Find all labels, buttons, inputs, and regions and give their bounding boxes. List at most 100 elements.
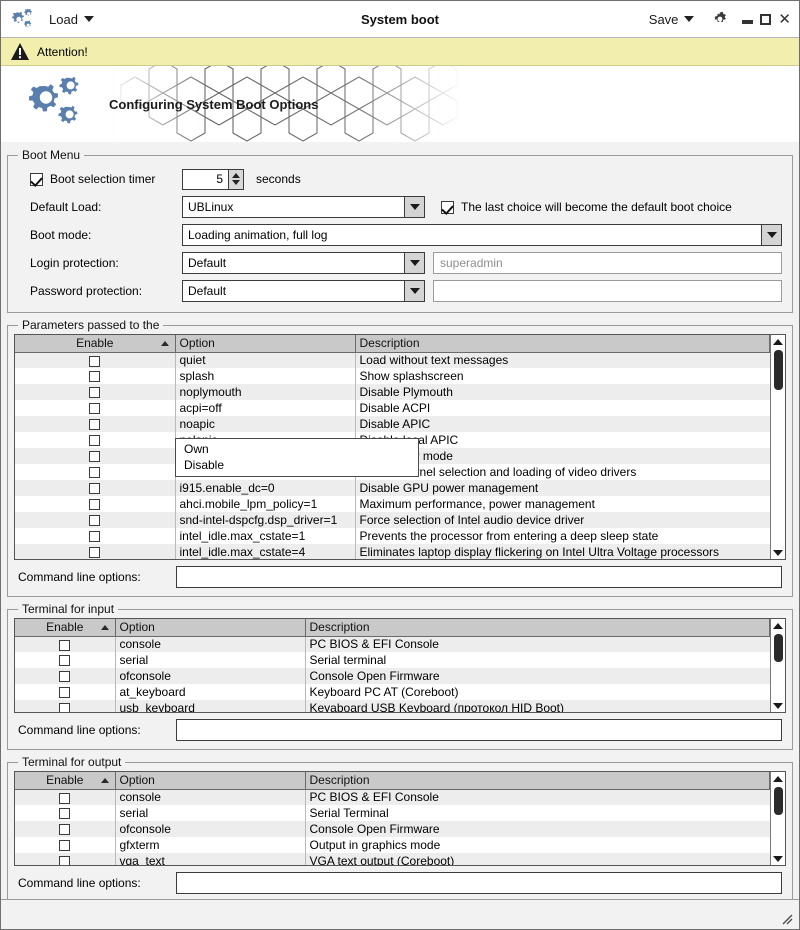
terminal-input-command-line-input[interactable] xyxy=(176,719,782,741)
scroll-down-button[interactable] xyxy=(770,852,785,865)
load-menu-button[interactable]: Load xyxy=(41,9,102,30)
checkbox-icon[interactable] xyxy=(89,387,101,399)
scrollbar-thumb[interactable] xyxy=(773,350,783,390)
checkbox-icon[interactable] xyxy=(441,200,454,214)
password-protection-select[interactable]: Default xyxy=(182,280,425,302)
scroll-down-button[interactable] xyxy=(770,546,785,559)
resize-grip-icon[interactable] xyxy=(780,912,794,926)
table-row[interactable]: ofconsole Console Open Firmware xyxy=(15,821,770,837)
enable-cell[interactable] xyxy=(15,544,176,559)
enable-cell[interactable] xyxy=(15,352,176,368)
table-row[interactable]: splash Show splashscreen xyxy=(15,368,770,384)
checkbox-icon[interactable] xyxy=(89,499,101,511)
column-header-enable[interactable]: Enable xyxy=(15,335,176,353)
table-row[interactable]: console PC BIOS & EFI Console xyxy=(15,789,770,805)
table-row[interactable]: vga_text VGA text output (Coreboot) xyxy=(15,853,770,865)
maximize-icon[interactable] xyxy=(760,13,772,25)
checkbox-icon[interactable] xyxy=(59,655,71,667)
enable-cell[interactable] xyxy=(15,837,116,853)
enable-cell[interactable] xyxy=(15,528,176,544)
table-row[interactable]: quiet Load without text messages xyxy=(15,352,770,368)
stepper-buttons[interactable] xyxy=(228,168,244,190)
enable-cell[interactable] xyxy=(15,384,176,400)
table-row[interactable]: ofconsole Console Open Firmware xyxy=(15,668,770,684)
table-row[interactable]: serial Serial Terminal xyxy=(15,805,770,821)
column-header-description[interactable]: Description xyxy=(305,772,770,790)
enable-cell[interactable] xyxy=(15,480,176,496)
enable-cell[interactable] xyxy=(15,668,116,684)
scroll-up-button[interactable] xyxy=(770,619,785,632)
checkbox-icon[interactable] xyxy=(89,515,101,527)
checkbox-icon[interactable] xyxy=(59,671,71,683)
scroll-down-button[interactable] xyxy=(770,699,785,712)
enable-cell[interactable] xyxy=(15,400,176,416)
checkbox-icon[interactable] xyxy=(89,419,101,431)
timer-input[interactable] xyxy=(182,168,228,190)
table-row[interactable]: noplymouth Disable Plymouth xyxy=(15,384,770,400)
enable-cell[interactable] xyxy=(15,684,116,700)
column-header-description[interactable]: Description xyxy=(305,619,770,637)
table-row[interactable]: snd-intel-dspcfg.dsp_driver=1 Force selec… xyxy=(15,512,770,528)
column-header-enable[interactable]: Enable xyxy=(15,619,116,637)
enable-cell[interactable] xyxy=(15,652,116,668)
chevron-down-icon[interactable] xyxy=(404,281,424,301)
table-row[interactable]: console PC BIOS & EFI Console xyxy=(15,636,770,652)
enable-cell[interactable] xyxy=(15,805,116,821)
checkbox-icon[interactable] xyxy=(89,355,101,367)
default-load-select[interactable]: UBLinux xyxy=(182,196,425,218)
enable-cell[interactable] xyxy=(15,464,176,480)
gear-icon[interactable] xyxy=(712,11,728,27)
table-row[interactable]: at_keyboard Keyboard PC AT (Coreboot) xyxy=(15,684,770,700)
checkbox-icon[interactable] xyxy=(59,687,71,699)
login-protection-select[interactable]: Default xyxy=(182,252,425,274)
checkbox-icon[interactable] xyxy=(59,703,71,712)
close-icon[interactable]: ✕ xyxy=(778,10,791,28)
checkbox-icon[interactable] xyxy=(89,531,101,543)
table-row[interactable]: usb_keyboard Keyaboard USB Keyboard (прот… xyxy=(15,700,770,712)
terminal-input-table-scrollbar[interactable] xyxy=(770,619,785,712)
scrollbar-thumb[interactable] xyxy=(773,787,783,815)
enable-cell[interactable] xyxy=(15,368,176,384)
dropdown-option[interactable]: Own xyxy=(184,442,209,456)
table-row[interactable]: intel_idle.max_cstate=4 Eliminates laptop… xyxy=(15,544,770,559)
enable-cell[interactable] xyxy=(15,448,176,464)
enable-cell[interactable] xyxy=(15,432,176,448)
chevron-down-icon[interactable] xyxy=(232,180,240,185)
checkbox-icon[interactable] xyxy=(89,403,101,415)
checkbox-icon[interactable] xyxy=(59,856,71,865)
login-protection-field[interactable]: superadmin xyxy=(433,252,782,274)
table-row[interactable]: gfxterm Output in graphics mode xyxy=(15,837,770,853)
scrollbar-track[interactable] xyxy=(771,632,786,699)
checkbox-icon[interactable] xyxy=(89,547,101,559)
checkbox-icon[interactable] xyxy=(89,467,101,479)
column-header-option[interactable]: Option xyxy=(175,335,356,353)
scroll-up-button[interactable] xyxy=(770,335,785,348)
table-row[interactable]: i915.enable_dc=0 Disable GPU power manage… xyxy=(15,480,770,496)
checkbox-icon[interactable] xyxy=(89,483,101,495)
checkbox-icon[interactable] xyxy=(59,808,71,820)
chevron-down-icon[interactable] xyxy=(404,197,424,217)
column-header-description[interactable]: Description xyxy=(355,335,770,353)
table-row[interactable]: noapic Disable APIC xyxy=(15,416,770,432)
chevron-up-icon[interactable] xyxy=(232,173,240,178)
column-header-enable[interactable]: Enable xyxy=(15,772,116,790)
scrollbar-track[interactable] xyxy=(771,785,786,852)
password-protection-field[interactable] xyxy=(433,280,782,302)
table-row[interactable]: intel_idle.max_cstate=1 Prevents the proc… xyxy=(15,528,770,544)
checkbox-icon[interactable] xyxy=(89,435,101,447)
scrollbar-track[interactable] xyxy=(771,348,786,546)
enable-cell[interactable] xyxy=(15,700,116,712)
parameters-command-line-input[interactable] xyxy=(176,566,782,588)
last-choice-default-checkbox[interactable]: The last choice will become the default … xyxy=(441,200,732,214)
enable-cell[interactable] xyxy=(15,789,116,805)
save-menu-button[interactable]: Save xyxy=(641,9,703,30)
checkbox-icon[interactable] xyxy=(30,172,43,186)
minimize-icon[interactable] xyxy=(742,20,754,24)
enable-cell[interactable] xyxy=(15,821,116,837)
scrollbar-thumb[interactable] xyxy=(773,634,783,662)
enable-cell[interactable] xyxy=(15,496,176,512)
enable-cell[interactable] xyxy=(15,636,116,652)
terminal-output-table-scrollbar[interactable] xyxy=(770,772,785,865)
terminal-output-command-line-input[interactable] xyxy=(176,872,782,894)
boot-mode-select[interactable]: Loading animation, full log xyxy=(182,224,782,246)
